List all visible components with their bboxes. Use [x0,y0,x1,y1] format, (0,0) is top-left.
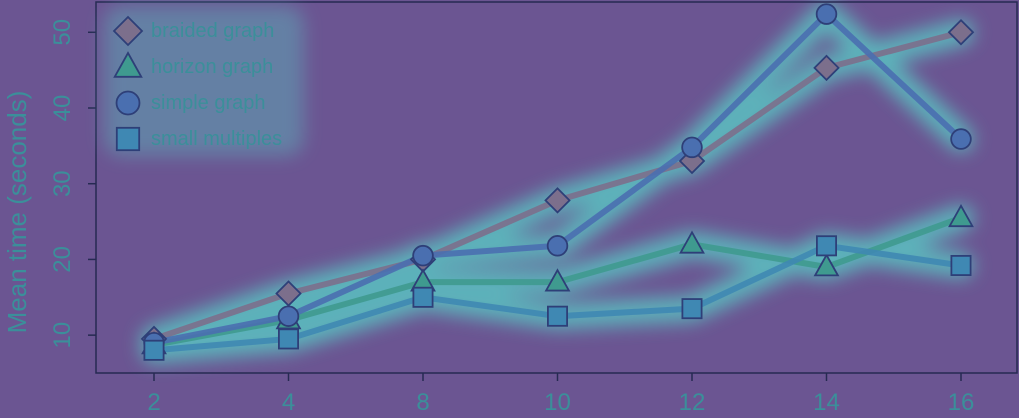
data-point [412,244,434,267]
legend-label: small multiples [151,128,282,150]
y-axis-label: Mean time (seconds) [2,91,32,334]
x-tick-label: 16 [948,389,975,413]
legend-marker [115,90,141,116]
x-tick-label: 4 [282,389,295,413]
legend-marker [113,51,143,78]
data-point [681,136,703,159]
x-tick-label: 2 [147,389,160,413]
data-point [544,268,571,292]
data-point [816,235,838,257]
legend-glow [104,6,304,156]
series-markers [140,3,975,361]
data-point [950,254,972,276]
y-tick-label: 10 [49,322,76,349]
data-point [412,286,434,308]
data-point [277,305,300,327]
y-tick-label: 50 [49,19,76,46]
x-tick-label: 12 [679,389,706,413]
data-point [143,339,165,361]
data-point [547,305,569,327]
axes: 10 20 30 40 50 2 4 8 10 12 14 16 [49,1,1018,416]
data-point [546,235,569,257]
data-point [815,3,838,25]
data-point [544,187,571,214]
x-tick-label: 8 [416,389,429,413]
legend-label: braided graph [151,20,274,42]
x-tick-label: 10 [544,389,571,413]
y-tick-label: 20 [49,246,76,273]
plot-frame [95,1,1018,374]
data-point [679,230,705,254]
x-tick-label: 14 [813,389,840,413]
y-tick-label: 30 [49,170,76,197]
data-point [950,128,972,150]
legend-label: simple graph [151,92,266,114]
data-point [277,328,299,350]
data-point [813,54,840,82]
data-point [947,19,975,46]
legend-marker [115,126,141,152]
y-tick-label: 40 [49,95,76,122]
data-point [948,203,974,228]
legend-label: horizon graph [151,56,273,78]
legend-marker [112,15,144,47]
legend: braided graph horizon graph simple graph sm… [104,6,304,156]
data-point [813,253,840,277]
data-point [681,298,703,320]
